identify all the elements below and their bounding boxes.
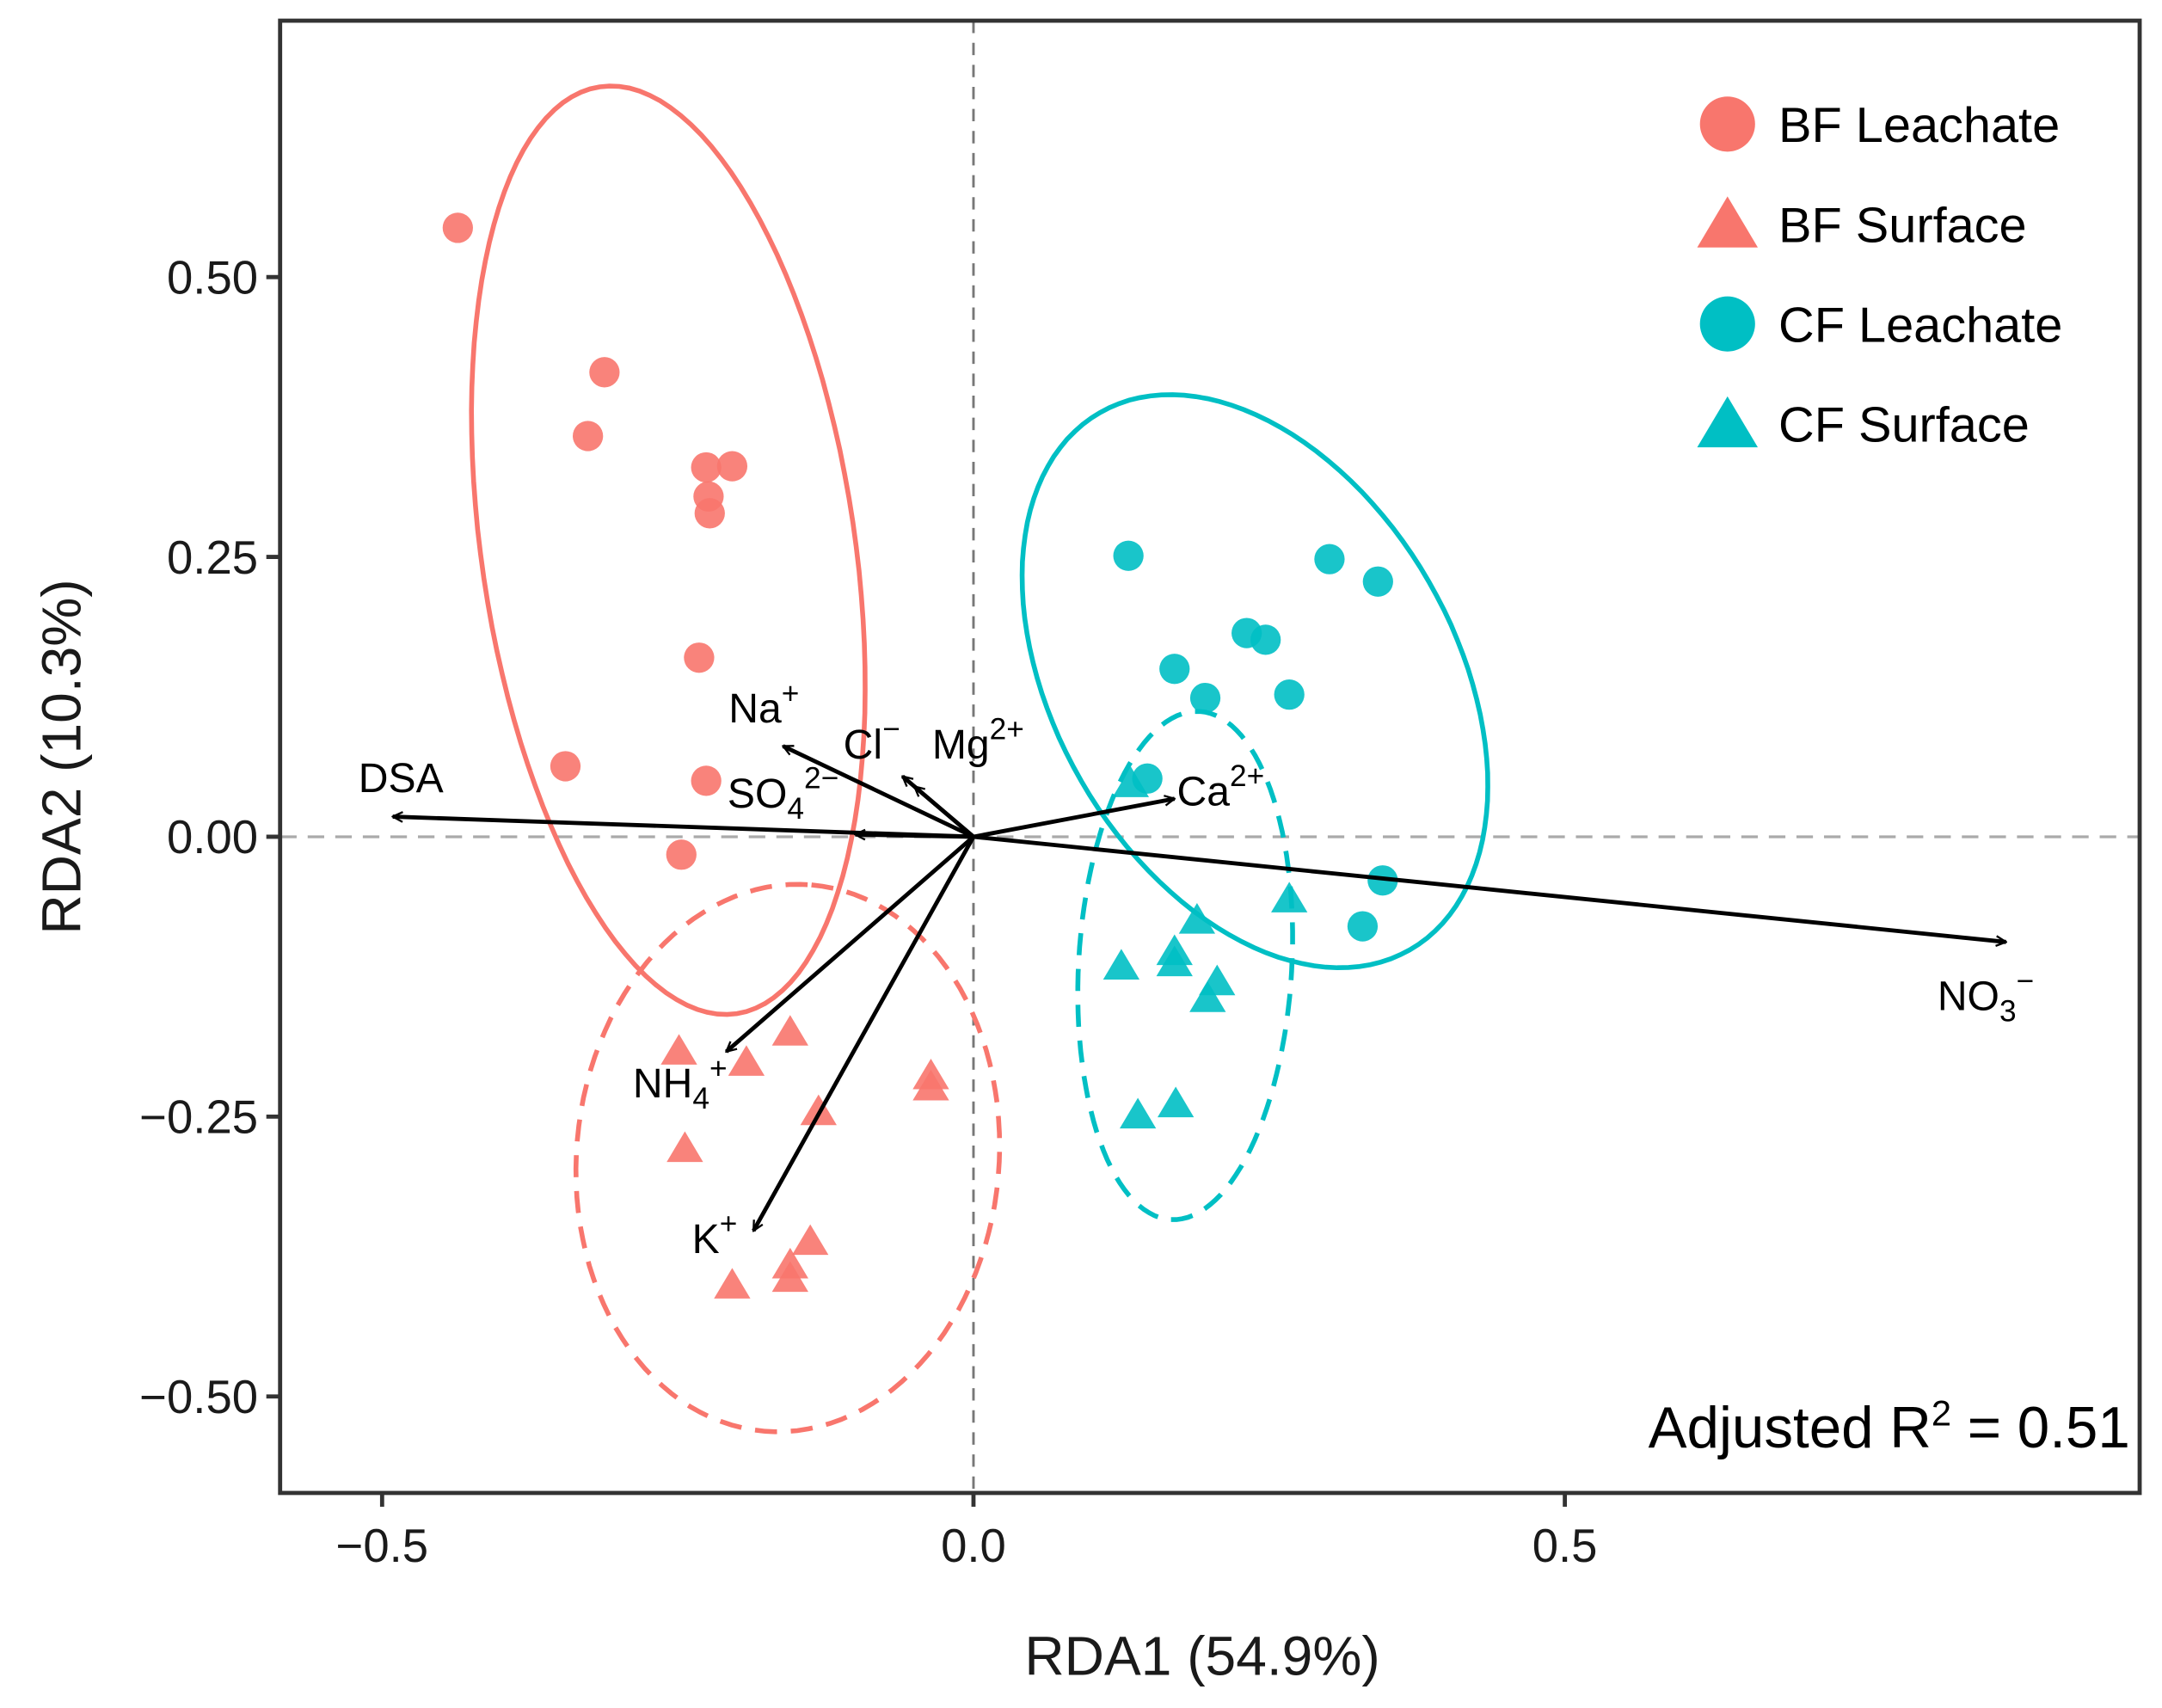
legend-label: BF Surface — [1778, 198, 2027, 253]
y-tick-label: −0.50 — [139, 1371, 258, 1423]
point-cf-surface — [1102, 949, 1140, 980]
vector-arrow-Na+ — [783, 744, 975, 839]
point-cf-surface — [1112, 766, 1150, 797]
x-tick-label: 0.0 — [941, 1520, 1006, 1572]
y-axis-label: RDA2 (10.3%) — [30, 579, 92, 934]
vectors: DSA NO3− Ca2+ Na+ Cl− Mg2+ SO42− NH4+ K+ — [359, 677, 2034, 1263]
legend-label: CF Surface — [1778, 398, 2030, 453]
axes: −0.5 0.0 0.5 0.50 0.25 0.00 −0.25 −0.50 — [139, 251, 1597, 1572]
ellipse-bf-surface — [573, 882, 1003, 1435]
vector-arrow-Mg2+ — [914, 784, 975, 839]
ellipse-bf-leachate — [469, 83, 868, 1017]
point-bf-leachate — [550, 751, 581, 782]
point-cf-leachate — [1362, 566, 1393, 597]
point-bf-surface — [800, 1094, 837, 1126]
vector-label-SO42-: SO42− — [728, 762, 838, 826]
x-axis-label: RDA1 (54.9%) — [1024, 1625, 1379, 1687]
point-cf-leachate — [1189, 682, 1221, 714]
points — [442, 212, 1398, 1299]
vector-label-NO3-: NO3− — [1938, 964, 2034, 1028]
vector-arrow-SO42- — [855, 834, 974, 837]
legend-label: BF Leachate — [1778, 98, 2060, 153]
point-cf-leachate — [1113, 540, 1144, 571]
point-bf-leachate — [666, 839, 697, 870]
legend-marker-triangle — [1697, 196, 1759, 248]
point-bf-surface — [771, 1015, 808, 1046]
vector-label-K+: K+ — [692, 1207, 738, 1263]
legend-marker-circle — [1699, 296, 1755, 352]
vector-label-Cl-: Cl− — [844, 712, 900, 767]
reference-lines — [279, 21, 2141, 1493]
annotation-adjusted-r2: Adjusted R2 = 0.51 — [1649, 1392, 2130, 1460]
y-tick-label: 0.25 — [167, 531, 258, 584]
point-bf-leachate — [589, 357, 620, 388]
point-cf-leachate — [1274, 679, 1305, 710]
point-bf-surface — [660, 1034, 697, 1065]
point-cf-surface — [1189, 981, 1226, 1012]
point-cf-surface — [1119, 1097, 1157, 1129]
ellipse-cf-leachate — [1019, 392, 1490, 971]
point-cf-surface — [1271, 882, 1308, 912]
point-bf-leachate — [442, 212, 473, 243]
vector-arrow-K+ — [752, 835, 976, 1231]
point-cf-surface — [1157, 1086, 1195, 1118]
point-bf-surface — [771, 1261, 808, 1293]
vector-arrow-Ca2+ — [973, 799, 1175, 839]
vector-label-Ca2+: Ca2+ — [1177, 759, 1265, 814]
point-cf-surface — [1156, 945, 1193, 977]
vector-arrow-NO3- — [973, 834, 2006, 942]
y-tick-label: 0.00 — [167, 811, 258, 863]
point-bf-surface — [714, 1268, 751, 1299]
point-bf-leachate — [572, 421, 604, 452]
y-tick-label: −0.25 — [139, 1091, 258, 1144]
point-bf-leachate — [691, 452, 722, 483]
legend-label: CF Leachate — [1778, 298, 2062, 353]
point-bf-leachate — [691, 765, 722, 796]
x-tick-label: −0.5 — [336, 1520, 429, 1572]
point-bf-leachate — [716, 451, 748, 482]
vector-arrow-NH4+ — [727, 835, 975, 1054]
vector-label-Na+: Na+ — [728, 677, 799, 732]
point-cf-leachate — [1314, 544, 1345, 574]
vector-label-DSA: DSA — [359, 755, 444, 802]
point-cf-leachate — [1347, 911, 1379, 942]
x-tick-label: 0.5 — [1532, 1520, 1598, 1572]
point-cf-leachate — [1250, 624, 1281, 655]
vector-label-NH4+: NH4+ — [633, 1052, 728, 1115]
vector-label-Mg2+: Mg2+ — [932, 712, 1024, 767]
point-bf-surface — [728, 1045, 765, 1076]
point-bf-surface — [792, 1224, 829, 1256]
legend: BF Leachate BF Surface CF Leachate CF Surfa… — [1697, 96, 2062, 453]
plot-frame — [278, 18, 2142, 1496]
legend-marker-triangle — [1697, 396, 1759, 448]
point-bf-leachate — [694, 498, 725, 529]
point-cf-leachate — [1159, 654, 1190, 685]
plot-background — [279, 21, 2141, 1493]
y-tick-label: 0.50 — [167, 251, 258, 304]
point-bf-surface — [912, 1069, 949, 1101]
legend-marker-circle — [1699, 96, 1755, 152]
point-cf-surface — [1178, 903, 1216, 934]
point-bf-surface — [666, 1131, 703, 1163]
point-bf-leachate — [684, 642, 715, 673]
